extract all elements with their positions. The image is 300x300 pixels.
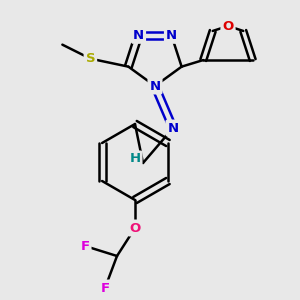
Text: N: N bbox=[133, 29, 144, 42]
Text: O: O bbox=[129, 221, 141, 235]
Text: N: N bbox=[149, 80, 161, 92]
Text: O: O bbox=[222, 20, 234, 32]
Text: N: N bbox=[166, 29, 177, 42]
Text: N: N bbox=[167, 122, 178, 134]
Text: F: F bbox=[80, 239, 90, 253]
Text: S: S bbox=[85, 52, 95, 65]
Text: H: H bbox=[129, 152, 141, 166]
Text: F: F bbox=[100, 281, 109, 295]
